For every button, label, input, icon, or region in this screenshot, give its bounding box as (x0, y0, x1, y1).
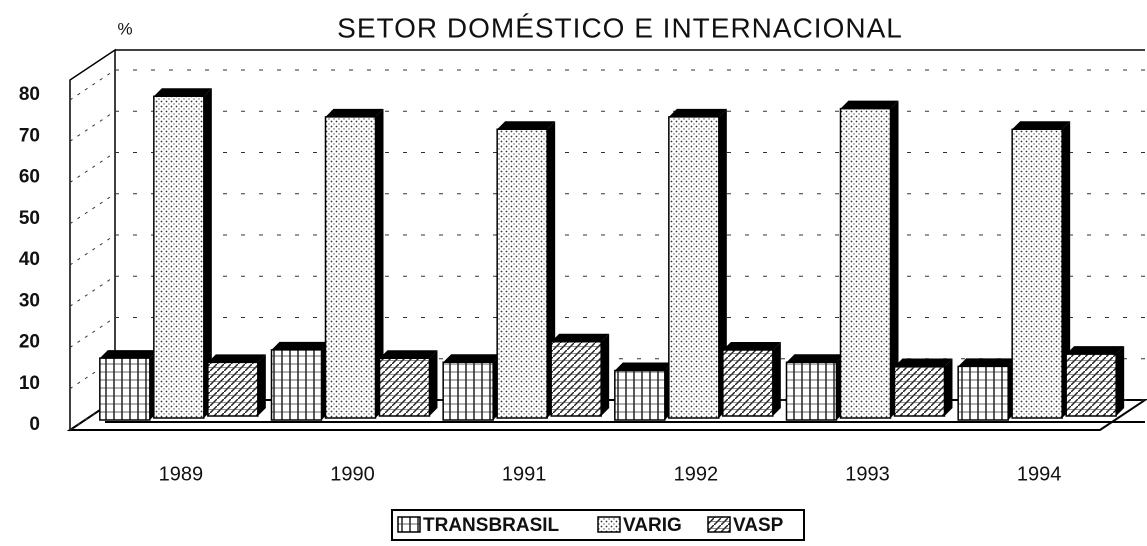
y-tick-label: 10 (19, 373, 40, 394)
bar (378, 357, 431, 417)
bar-side (1116, 346, 1125, 416)
x-tick-label: 1990 (330, 463, 375, 485)
y-tick-label: 50 (19, 208, 40, 229)
grid-line (69, 110, 116, 142)
bar (550, 341, 602, 417)
bar (614, 369, 666, 421)
bar (1065, 353, 1117, 417)
bar-side (890, 100, 899, 418)
y-tick-label: 40 (19, 249, 40, 270)
bar-side (257, 354, 266, 416)
bar (785, 361, 838, 421)
bar-side (203, 88, 212, 418)
bar (99, 357, 151, 421)
grid-line (69, 69, 116, 101)
grid-line (69, 193, 116, 225)
bar-top (722, 342, 781, 350)
bar-side (375, 108, 384, 418)
y-tick-label: 60 (19, 167, 40, 188)
bar-top (379, 350, 438, 359)
x-tick-label: 1992 (674, 463, 719, 485)
legend-swatch (397, 516, 421, 533)
bar-side (772, 342, 781, 416)
legend-label: VASP (733, 515, 784, 536)
bar-top (894, 358, 953, 367)
bar-side (429, 350, 438, 416)
bar (496, 128, 548, 419)
bar (722, 349, 774, 417)
legend-swatch (707, 516, 731, 533)
legend-label: VARIG (623, 515, 682, 536)
y-tick-label: 70 (19, 125, 40, 146)
bar-top (443, 354, 502, 363)
x-tick-label: 1991 (502, 463, 547, 485)
bar (1011, 128, 1063, 419)
bar-top (551, 333, 610, 342)
bar-top (325, 108, 384, 117)
grid-line (69, 152, 116, 183)
bar-top (614, 362, 673, 371)
bar-top (840, 100, 899, 109)
y-tick-label: 0 (29, 414, 40, 435)
bar (957, 365, 1009, 421)
bar-top (958, 358, 1017, 367)
legend-label: TRANSBRASIL (423, 515, 560, 536)
bar (153, 95, 205, 419)
grid-line (69, 317, 116, 348)
bar-top (153, 88, 212, 97)
y-tick-label: 80 (19, 84, 40, 105)
bar-top (668, 108, 727, 117)
legend: TRANSBRASIL VARIG VASP (391, 509, 805, 541)
bar-top (497, 121, 556, 130)
bar-top (1066, 346, 1125, 355)
bar (893, 365, 946, 417)
x-tick-label: 1994 (1017, 463, 1062, 485)
x-tick-label: 1993 (845, 463, 890, 485)
bar-side (944, 358, 953, 416)
bar-side (718, 108, 727, 418)
bar (839, 107, 892, 419)
bar (442, 361, 494, 421)
bar-top (271, 341, 330, 350)
bar (668, 116, 720, 419)
y-axis-label: % (117, 19, 132, 38)
bar (270, 349, 323, 421)
bar (324, 116, 377, 419)
bar-top (786, 354, 845, 363)
bar-side (601, 333, 610, 416)
bar-top (99, 350, 158, 359)
grid-line (69, 275, 116, 307)
bar-side (1062, 121, 1071, 418)
bar-top (207, 354, 266, 363)
bar-top (1012, 121, 1071, 130)
legend-swatch (597, 516, 621, 533)
x-tick-label: 1989 (159, 463, 204, 485)
chart-title: SETOR DOMÉSTICO E INTERNACIONAL (337, 12, 903, 43)
y-tick-label: 20 (19, 332, 40, 353)
y-tick-label: 30 (19, 290, 40, 311)
grid-line (69, 234, 116, 266)
bar (207, 361, 259, 417)
